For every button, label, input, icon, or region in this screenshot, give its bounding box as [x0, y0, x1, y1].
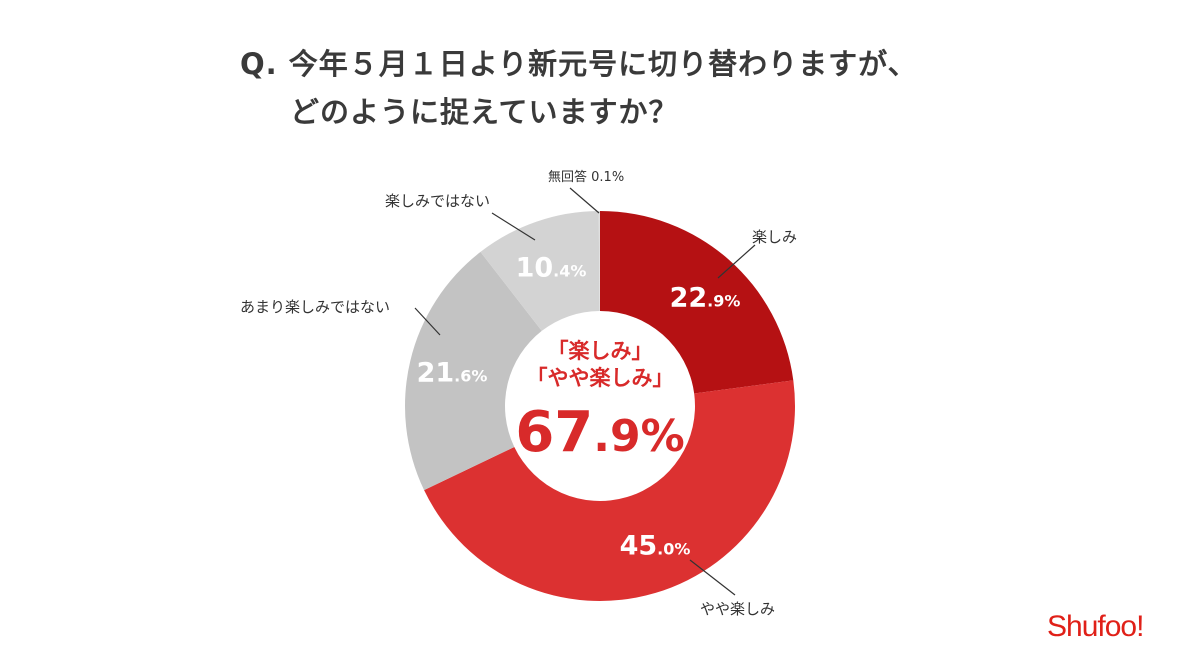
slice-3 [480, 211, 600, 331]
value-major: 45 [619, 530, 658, 562]
value-label: 45.0% [620, 531, 691, 562]
title-line-2: どのように捉えていますか？ [290, 95, 679, 129]
slice-2 [404, 251, 542, 491]
category-label-tanoshikunai: 楽しみではない [385, 192, 491, 210]
slice-1 [424, 380, 795, 601]
category-label-yaya-tanoshimi: やや楽しみ [700, 600, 776, 618]
value-major: 22 [669, 282, 708, 314]
center-line-1: 「楽しみ」 [547, 339, 653, 363]
value-label: 22.9% [670, 283, 741, 314]
no-answer-label: 無回答 [548, 170, 588, 185]
leader-line-tanoshikunai [491, 212, 536, 241]
value-label: 10.4% [516, 253, 587, 284]
leader-line-mukaitou [569, 187, 600, 214]
value-label: 21.6% [417, 358, 488, 389]
value-major: 10 [515, 252, 554, 284]
leader-line-tanoshimi [717, 244, 756, 279]
center-line-2: 「やや楽しみ」 [526, 366, 674, 390]
slice-0 [600, 211, 794, 394]
value-major: 21 [416, 357, 455, 389]
category-label-amari: あまり楽しみではない [240, 298, 391, 316]
value-minor: .0% [657, 539, 691, 559]
chart-title: Q. 今年５月１日より新元号に切り替わりますが、 どのように捉えていますか？ [240, 40, 918, 136]
center-total-minor: .9% [593, 411, 685, 462]
shufoo-logo: Shufoo! [1047, 610, 1144, 643]
leader-line-amari [414, 307, 441, 336]
center-total: 67.9% [515, 398, 684, 472]
leader-line-yaya [689, 559, 736, 596]
slice-4 [598, 211, 600, 312]
center-total-major: 67 [515, 400, 594, 465]
category-label-tanoshimi: 楽しみ [752, 228, 798, 246]
category-label-mukaitou: 無回答 0.1% [548, 166, 624, 185]
no-answer-value: 0.1% [591, 170, 625, 185]
value-minor: .6% [454, 366, 488, 386]
center-annotation: 「楽しみ」 「やや楽しみ」 67.9% [515, 338, 684, 472]
title-line-1: Q. 今年５月１日より新元号に切り替わりますが、 [240, 47, 918, 81]
value-minor: .9% [707, 291, 741, 311]
value-minor: .4% [553, 261, 587, 281]
